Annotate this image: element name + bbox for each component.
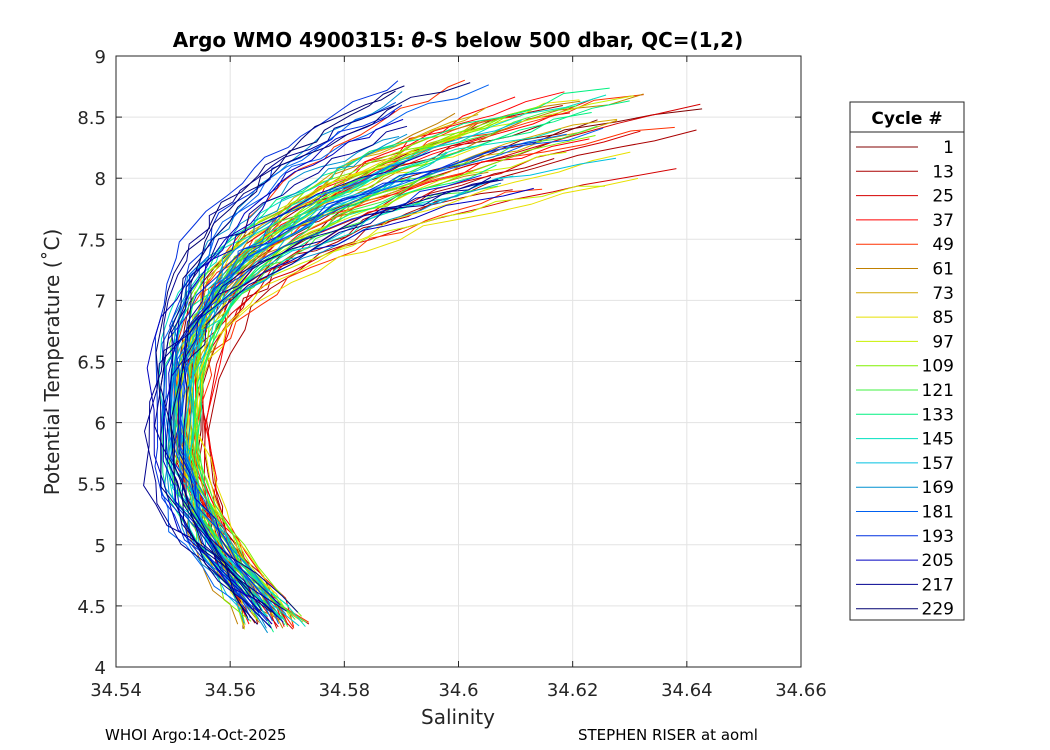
profile-line [169, 159, 459, 622]
legend-label: 193 [922, 527, 954, 547]
profile-line [143, 179, 504, 629]
x-tick-label: 34.62 [547, 680, 599, 701]
legend-label: 133 [922, 405, 954, 425]
x-axis-label: Salinity [421, 705, 495, 729]
profile-line [195, 145, 482, 607]
profile-line [186, 133, 408, 615]
profile-line [155, 90, 396, 615]
y-tick-label: 6 [95, 414, 106, 435]
profile-line [177, 133, 567, 625]
legend-label: 145 [922, 430, 954, 450]
legend-label: 157 [922, 454, 954, 474]
legend-label: 217 [922, 575, 954, 595]
legend-label: 97 [932, 332, 954, 352]
profile-line [188, 138, 590, 625]
footer-left: WHOI Argo:14-Oct-2025 [105, 726, 287, 744]
legend-label: 25 [932, 187, 954, 207]
y-tick-label: 9 [95, 47, 106, 68]
x-tick-label: 34.58 [319, 680, 371, 701]
legend-label: 1 [943, 138, 954, 158]
legend-label: 229 [922, 600, 954, 620]
y-tick-label: 4.5 [77, 597, 106, 618]
legend-label: 109 [922, 357, 954, 377]
x-tick-label: 34.54 [90, 680, 142, 701]
profile-line [191, 106, 539, 617]
profile-line [169, 104, 403, 618]
y-tick-label: 7.5 [77, 230, 106, 251]
legend-label: 37 [932, 211, 954, 231]
legend-entries: 1 13 25 37 49 61 73 85 97 109 121 133 145 157 169 181 19… [856, 138, 954, 620]
profile-line [187, 112, 592, 622]
legend-label: 49 [932, 235, 954, 255]
title-part-1: Argo WMO 4900315: [173, 28, 412, 52]
title-part-2: -S below 500 dbar, QC=(1,2) [425, 28, 743, 52]
chart-title: Argo WMO 4900315: θ-S below 500 dbar, QC… [173, 28, 743, 52]
legend-label: 73 [932, 284, 954, 304]
x-tick-label: 34.56 [204, 680, 256, 701]
legend-box [849, 101, 965, 621]
legend-label: 121 [922, 381, 954, 401]
y-tick-label: 4 [95, 658, 106, 679]
profile-line [162, 187, 534, 614]
y-tick-label: 5.5 [77, 475, 106, 496]
y-tick-label: 8 [95, 169, 106, 190]
profile-line [183, 93, 644, 625]
x-tick-label: 34.6 [438, 680, 478, 701]
y-tick-label: 7 [95, 291, 106, 312]
profile-line [162, 141, 537, 628]
x-tick-label: 34.66 [775, 680, 827, 701]
legend-label: 181 [922, 503, 954, 523]
profile-line [178, 162, 405, 613]
profile-line [188, 176, 425, 620]
legend-label: 205 [922, 551, 954, 571]
y-tick-label: 5 [95, 536, 106, 557]
profile-line [194, 164, 497, 618]
legend-label: 61 [932, 260, 954, 280]
x-tick-label: 34.64 [661, 680, 713, 701]
y-tick-label: 6.5 [77, 353, 106, 374]
profile-line [177, 118, 404, 606]
ticks: 34.54 34.56 34.58 34.6 34.62 34.64 34.66 4 4.5 5 5… [77, 47, 826, 701]
profile-line [181, 176, 492, 613]
series-layer [143, 79, 703, 634]
profile-line [160, 82, 471, 618]
profile-line [174, 175, 514, 621]
profile-line [143, 179, 499, 612]
legend-title: Cycle # [871, 109, 942, 129]
legend-label: 85 [932, 308, 954, 328]
profile-line [163, 182, 502, 615]
y-tick-label: 8.5 [77, 108, 106, 129]
title-part-theta: θ [411, 28, 425, 52]
footer-right: STEPHEN RISER at aoml [578, 726, 758, 744]
y-axis-label: Potential Temperature (˚C) [40, 229, 64, 496]
profile-line [154, 105, 395, 611]
profile-line [170, 85, 405, 625]
profile-line [159, 101, 397, 621]
legend: Cycle # 1 13 25 37 49 61 73 85 97 109 121 133 145 157… [849, 101, 965, 621]
legend-label: 13 [932, 162, 954, 182]
legend-label: 169 [922, 478, 954, 498]
